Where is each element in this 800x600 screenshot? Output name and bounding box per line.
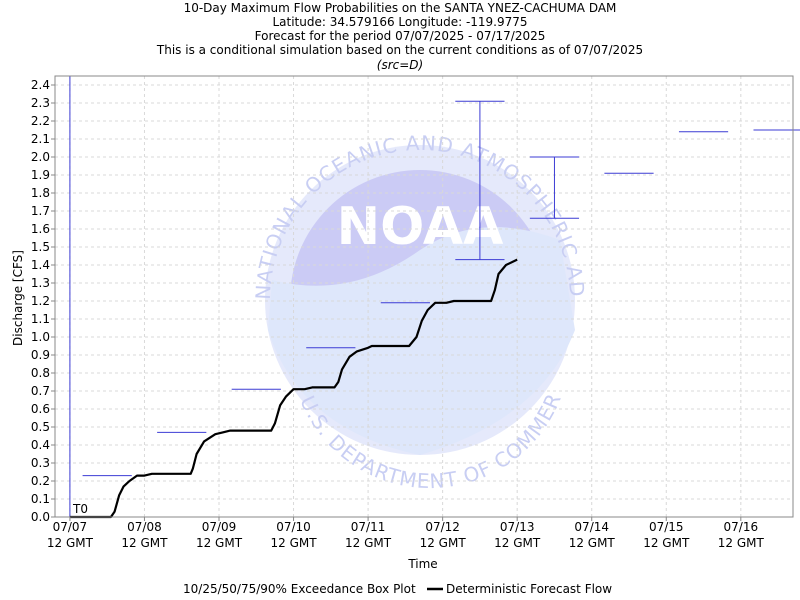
x-tick-label-time: 12 GMT [569,536,616,550]
y-tick-label: 0.3 [31,456,50,470]
y-tick-label: 1.1 [31,312,50,326]
y-tick-label: 2.1 [31,132,50,146]
y-tick-label: 1.9 [31,168,50,182]
y-tick-label: 1.5 [31,240,50,254]
y-tick-label: 1.8 [31,186,50,200]
y-tick-label: 0.2 [31,474,50,488]
y-axis-label: Discharge [CFS] [11,250,25,346]
y-tick-label: 1.4 [31,258,50,272]
legend-boxplot-label: 10/25/50/75/90% Exceedance Box Plot [183,582,416,596]
y-tick-label: 1.2 [31,294,50,308]
x-axis-label: Time [407,557,437,571]
y-tick-label: 2.0 [31,150,50,164]
box-plots [69,76,800,517]
chart-subtitle-conditions: This is a conditional simulation based o… [156,43,643,57]
chart-src-note: (src=D) [377,58,423,72]
y-tick-label: 0.8 [31,366,50,380]
y-tick-label: 2.3 [31,96,50,110]
chart-subtitle-location: Latitude: 34.579166 Longitude: -119.9775 [272,15,527,29]
axes: 0.0 0.1 0.2 0.3 0.4 0.5 0.6 0.7 0.8 0.9 1.0 1.1 1.2 1… [31,75,794,550]
legend: 10/25/50/75/90% Exceedance Box Plot Dete… [183,582,612,596]
x-tick-label-time: 12 GMT [196,536,243,550]
x-tick-label-date: 07/12 [425,520,460,534]
x-tick-label-date: 07/15 [649,520,684,534]
x-tick-label-date: 07/09 [202,520,237,534]
plot-border [54,75,794,518]
x-tick-label-time: 12 GMT [718,536,765,550]
y-tick-label: 0.9 [31,348,50,362]
y-tick-label: 0.0 [31,510,50,524]
y-tick-label: 0.6 [31,402,50,416]
x-tick-label-date: 07/08 [127,520,162,534]
x-tick-label-date: 07/10 [276,520,311,534]
chart-title: 10-Day Maximum Flow Probabilities on the… [184,1,617,15]
deterministic-flow-line [69,258,518,519]
y-tick-label: 1.6 [31,222,50,236]
legend-flow-label: Deterministic Forecast Flow [446,582,612,596]
x-tick-label-date: 07/14 [574,520,609,534]
y-tick-label: 1.0 [31,330,50,344]
x-tick-label-time: 12 GMT [345,536,392,550]
x-tick-label-time: 12 GMT [47,536,94,550]
y-tick-label: 2.2 [31,114,50,128]
grid [55,76,793,517]
y-tick-label: 0.7 [31,384,50,398]
x-tick-label-time: 12 GMT [494,536,541,550]
deterministic-flow [69,258,518,519]
x-tick-label-time: 12 GMT [121,536,168,550]
x-tick-label-date: 07/07 [53,520,88,534]
x-tick-label-date: 07/13 [500,520,535,534]
y-tick-label: 0.5 [31,420,50,434]
t0-label: T0 [72,502,88,516]
x-tick-label-date: 07/11 [351,520,386,534]
y-tick-label: 1.7 [31,204,50,218]
y-tick-label: 0.4 [31,438,50,452]
watermark-noaa-text: NOAA [337,197,504,257]
y-tick-label: 0.1 [31,492,50,506]
x-tick-label-time: 12 GMT [271,536,318,550]
x-tick-label-time: 12 GMT [643,536,690,550]
x-tick-label-date: 07/16 [724,520,759,534]
x-tick-label-time: 12 GMT [420,536,467,550]
chart-subtitle-period: Forecast for the period 07/07/2025 - 07/… [255,29,546,43]
y-tick-label: 1.3 [31,276,50,290]
y-tick-label: 2.4 [31,78,50,92]
